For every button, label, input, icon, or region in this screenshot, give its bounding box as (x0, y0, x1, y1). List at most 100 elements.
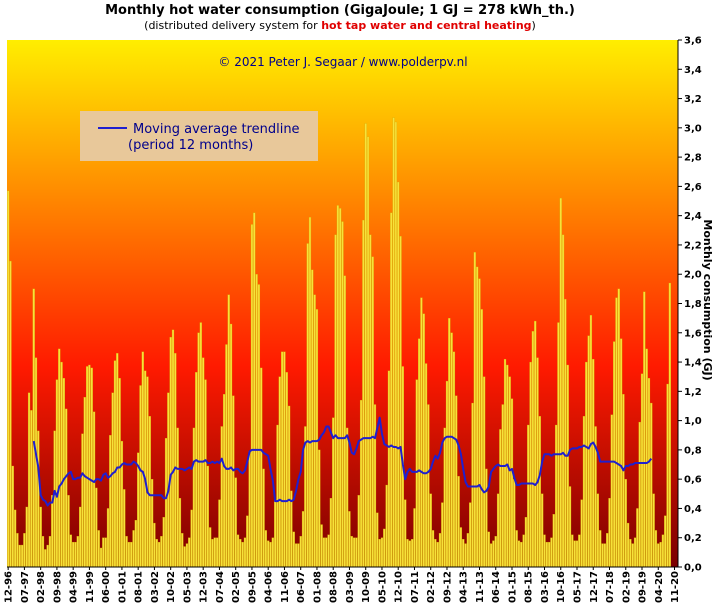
bar (269, 541, 272, 568)
x-tick-label: 11-06 (280, 571, 291, 603)
bar (406, 539, 409, 568)
bar (162, 517, 165, 568)
bar (357, 495, 360, 568)
bar (452, 351, 456, 568)
chart-title: Monthly hot water consumption (GigaJoule… (105, 3, 575, 18)
x-tick-label: 04-13 (459, 571, 470, 603)
bar (578, 534, 581, 568)
bar (429, 493, 432, 568)
copyright-notice: © 2021 Peter J. Segaar / www.polderpv.nl (218, 55, 467, 69)
y-tick-label: 1,4 (684, 358, 702, 369)
y-tick-label: 0,8 (684, 445, 702, 456)
bar (508, 376, 511, 568)
chart-subtitle-suffix: ) (532, 19, 536, 32)
bar (531, 331, 534, 568)
y-tick-label: 2,0 (684, 270, 702, 281)
bar (278, 376, 281, 568)
bar (171, 329, 175, 568)
bar (292, 531, 295, 568)
bar (434, 539, 437, 568)
bar (441, 502, 444, 568)
bar (74, 541, 77, 568)
x-tick-label: 07-11 (410, 571, 421, 603)
bar (113, 360, 117, 568)
x-tick-label: 05-10 (378, 571, 389, 603)
bar (457, 476, 460, 568)
x-tick-label: 10-09 (361, 571, 372, 603)
x-tick-label: 12-10 (394, 571, 405, 603)
x-tick-label: 03-09 (345, 571, 356, 603)
bar (218, 499, 221, 568)
bar (397, 181, 400, 568)
bar (515, 530, 518, 568)
bar (487, 531, 490, 568)
bar (60, 361, 63, 568)
bar (153, 522, 156, 568)
bar (229, 323, 233, 568)
bar (620, 338, 623, 568)
bar (216, 537, 219, 568)
bar (661, 534, 665, 568)
bar (350, 536, 353, 568)
y-tick-label: 0,2 (684, 533, 702, 544)
bar (496, 493, 500, 568)
x-tick-label: 01-01 (117, 571, 128, 603)
bar (664, 515, 667, 568)
bar (650, 402, 653, 568)
bar (371, 256, 374, 568)
bar (264, 530, 267, 568)
bar (209, 527, 212, 568)
bar (197, 332, 200, 568)
bar (37, 430, 40, 568)
bar (436, 541, 439, 568)
bar (243, 537, 247, 568)
bar (332, 417, 335, 568)
bar (599, 530, 602, 568)
y-tick-label: 0,6 (684, 475, 702, 486)
bar (144, 370, 147, 568)
bar (527, 424, 530, 568)
bar (276, 424, 279, 568)
bar (545, 541, 548, 568)
bar (260, 367, 263, 568)
bar (69, 534, 72, 568)
chart-subtitle: (distributed delivery system for hot tap… (144, 19, 536, 32)
bar (561, 234, 565, 568)
x-tick-label: 05-17 (573, 571, 584, 603)
x-tick-label: 02-12 (426, 571, 437, 603)
x-tick-label: 01-08 (313, 571, 324, 603)
legend-series-note: (period 12 months) (128, 138, 253, 153)
bar (248, 451, 251, 568)
bar (178, 498, 182, 568)
bar (548, 541, 551, 568)
bar (146, 376, 149, 568)
bar (385, 484, 388, 568)
bar (46, 544, 49, 568)
bar (622, 394, 625, 568)
bar (79, 506, 82, 568)
bar (14, 509, 17, 568)
y-tick-label: 2,4 (684, 211, 702, 222)
bar (422, 313, 425, 568)
bar (608, 498, 611, 568)
bar (566, 364, 569, 568)
bar (25, 506, 28, 568)
bar (575, 540, 579, 568)
bar (7, 190, 10, 568)
bar (557, 322, 560, 568)
bar (413, 508, 416, 568)
bar (529, 361, 532, 568)
x-tick-label: 06-07 (296, 571, 307, 603)
bar (640, 373, 644, 568)
trendline (32, 416, 653, 507)
bar (443, 427, 446, 568)
bar (9, 260, 12, 568)
bar (668, 282, 671, 568)
bar (274, 499, 277, 568)
bar (250, 224, 254, 568)
bar (92, 411, 96, 568)
bar (283, 351, 286, 568)
bar (176, 427, 179, 568)
y-tick-label: 3,2 (684, 94, 702, 105)
